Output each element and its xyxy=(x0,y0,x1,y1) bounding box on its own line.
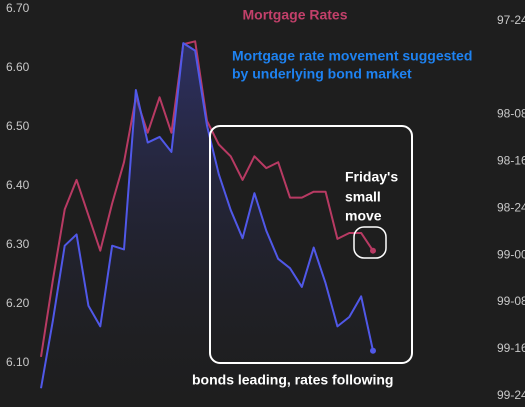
note: move xyxy=(345,208,382,224)
y2-tick-label: 99-08 xyxy=(497,294,525,308)
annotation: by underlying bond market xyxy=(232,66,412,82)
annotation: Mortgage rate movement suggested xyxy=(232,48,472,64)
y2-tick-label: 99-00 xyxy=(497,247,525,261)
highlight-box xyxy=(209,125,413,364)
y2-tick-label: 97-24 xyxy=(497,13,525,27)
y-tick-label: 6.20 xyxy=(6,296,30,310)
y-tick-label: 6.70 xyxy=(6,1,30,15)
y-tick-label: 6.60 xyxy=(6,60,30,74)
y2-tick-label: 99-24 xyxy=(497,388,525,402)
y2-tick-label: 98-08 xyxy=(497,107,525,121)
y-tick-label: 6.40 xyxy=(6,178,30,192)
caption: bonds leading, rates following xyxy=(192,372,393,388)
y2-tick-label: 99-16 xyxy=(497,341,525,355)
end-point xyxy=(370,247,376,254)
note: Friday's xyxy=(345,169,398,185)
y2-tick-label: 98-16 xyxy=(497,153,525,167)
end-point xyxy=(370,347,376,354)
line xyxy=(40,42,374,389)
y-tick-label: 6.10 xyxy=(6,355,30,369)
y-tick-label: 6.30 xyxy=(6,237,30,251)
area xyxy=(41,43,373,407)
note: small xyxy=(345,189,381,205)
highlight-circle xyxy=(353,226,387,259)
chart-title: Mortgage Rates xyxy=(242,7,347,23)
y-tick-label: 6.50 xyxy=(6,119,30,133)
y2-tick-label: 98-24 xyxy=(497,200,525,214)
